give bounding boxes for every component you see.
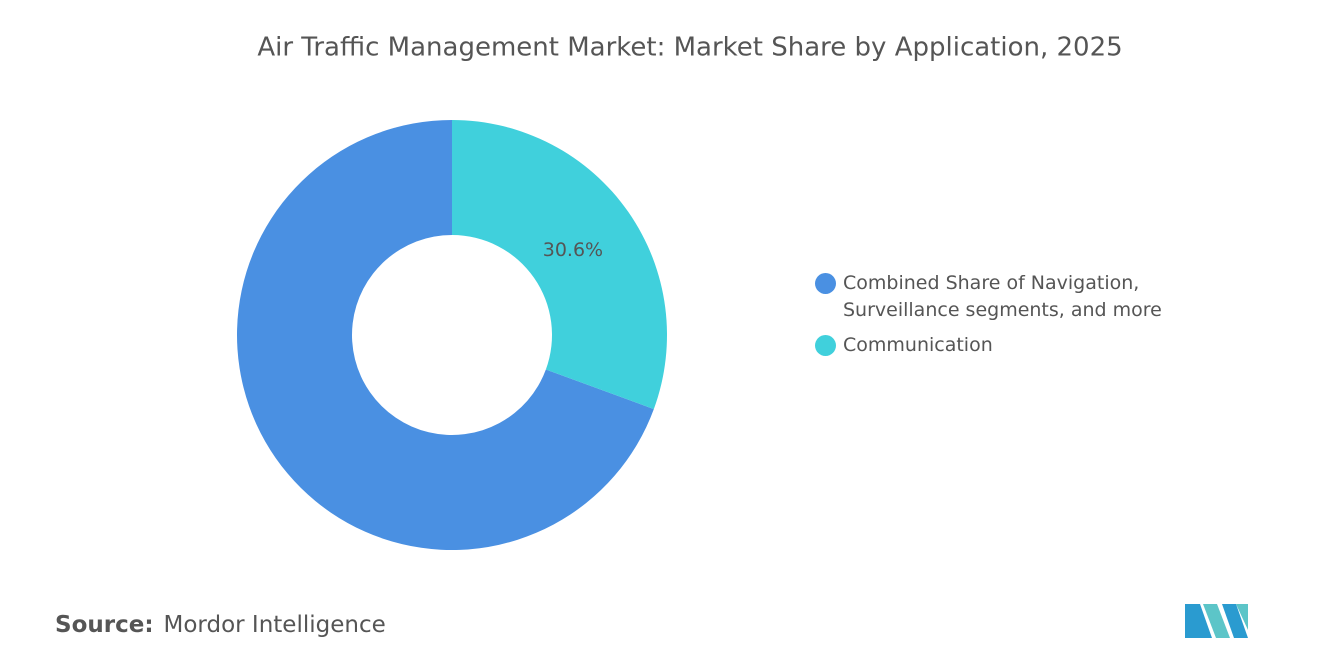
legend-item: Communication <box>815 332 1195 359</box>
legend-label: Communication <box>843 334 993 356</box>
legend-marker <box>815 335 836 356</box>
donut-slice <box>452 120 667 410</box>
legend-label: Combined Share of Navigation, Surveillan… <box>843 272 1162 321</box>
source: Source: Mordor Intelligence <box>55 612 386 638</box>
legend-item: Combined Share of Navigation, Surveillan… <box>815 270 1195 324</box>
donut-slice <box>236 120 654 550</box>
data-label: 30.6% <box>543 239 603 261</box>
legend: Combined Share of Navigation, Surveillan… <box>815 270 1195 367</box>
source-label: Source: <box>55 612 154 638</box>
logo <box>1185 604 1248 638</box>
source-text: Mordor Intelligence <box>163 612 386 638</box>
legend-marker <box>815 273 836 294</box>
chart-title: Air Traffic Management Market: Market Sh… <box>257 33 1122 63</box>
